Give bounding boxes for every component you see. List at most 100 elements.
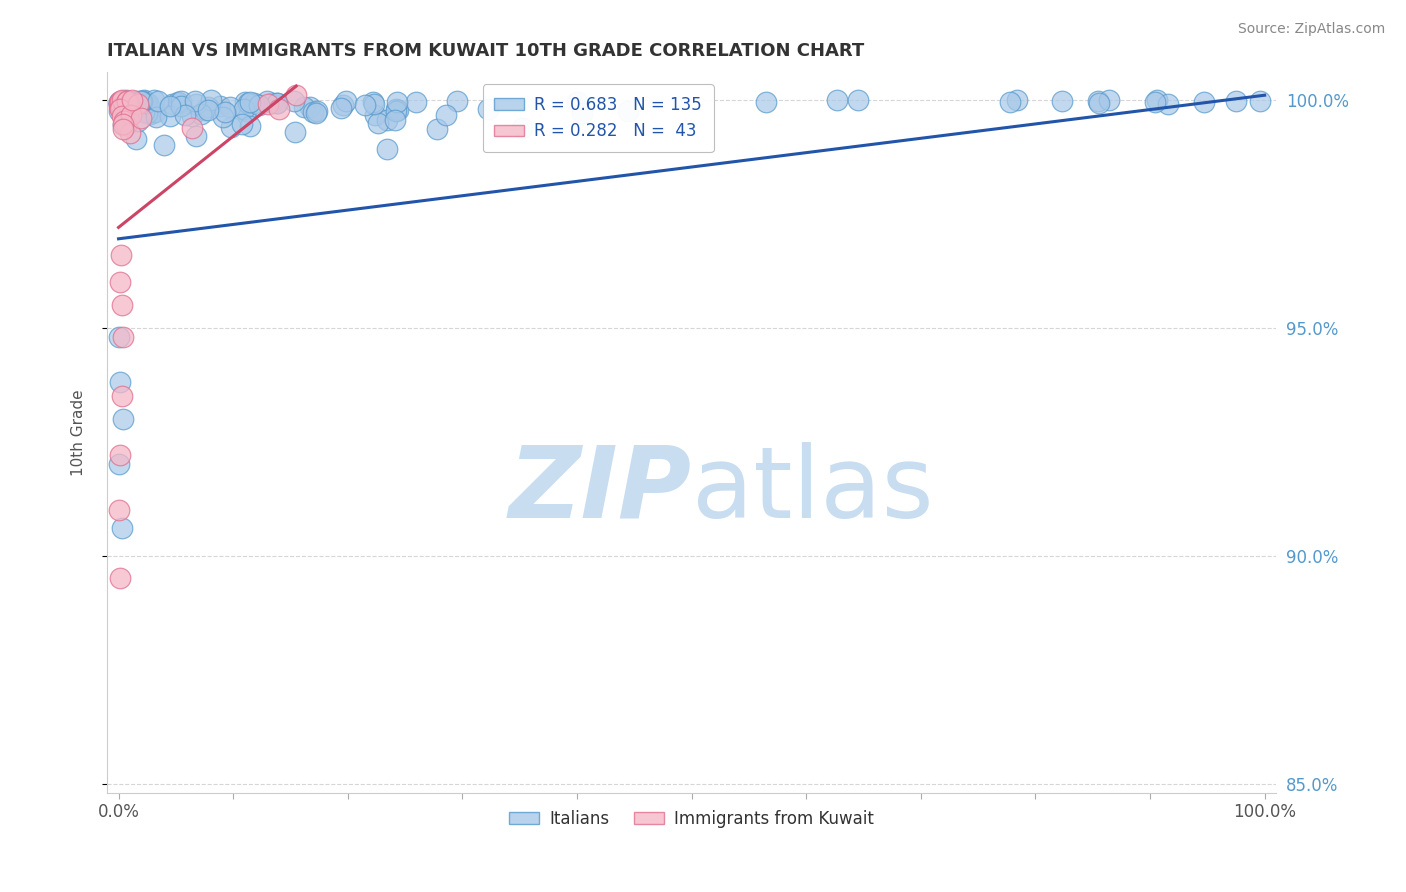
Point xyxy=(180,109,202,123)
Point xyxy=(302,105,325,120)
Point xyxy=(108,103,131,117)
Point xyxy=(108,376,131,390)
Point xyxy=(1225,94,1247,108)
Point xyxy=(110,94,132,108)
Point xyxy=(146,94,169,108)
Point xyxy=(121,93,143,107)
Point xyxy=(118,103,141,117)
Point xyxy=(108,95,131,110)
Point xyxy=(120,107,142,121)
Point xyxy=(219,120,242,134)
Text: ZIP: ZIP xyxy=(509,442,692,539)
Point xyxy=(112,412,135,426)
Point xyxy=(170,99,193,113)
Point xyxy=(134,94,156,108)
Point xyxy=(755,95,778,109)
Point xyxy=(135,95,157,110)
Point xyxy=(1143,95,1166,109)
Point xyxy=(1050,94,1073,108)
Legend: Italians, Immigrants from Kuwait: Italians, Immigrants from Kuwait xyxy=(502,804,880,835)
Point xyxy=(294,100,316,114)
Point xyxy=(846,93,869,107)
Point xyxy=(211,110,233,124)
Point xyxy=(107,95,129,110)
Point xyxy=(108,458,131,472)
Point xyxy=(142,93,165,107)
Point xyxy=(112,95,135,110)
Point xyxy=(117,95,139,110)
Point xyxy=(363,97,385,112)
Point xyxy=(108,104,131,119)
Point xyxy=(385,95,408,109)
Point xyxy=(120,100,142,114)
Point xyxy=(108,448,131,462)
Point xyxy=(510,121,533,136)
Point xyxy=(115,95,138,109)
Point xyxy=(111,330,134,344)
Point xyxy=(1157,97,1180,112)
Point xyxy=(825,93,848,107)
Point xyxy=(108,275,131,289)
Point xyxy=(117,110,139,124)
Point xyxy=(426,122,449,136)
Point xyxy=(112,100,135,114)
Point xyxy=(131,94,153,108)
Point xyxy=(1192,95,1215,109)
Point xyxy=(110,95,132,110)
Point xyxy=(107,503,129,517)
Point xyxy=(384,112,406,127)
Point xyxy=(332,98,354,112)
Point xyxy=(143,104,166,119)
Point xyxy=(266,96,288,111)
Point xyxy=(305,105,328,120)
Point xyxy=(214,105,236,120)
Point xyxy=(194,103,217,117)
Point xyxy=(1146,93,1168,107)
Point xyxy=(110,100,132,114)
Point xyxy=(111,94,134,108)
Point xyxy=(117,99,139,113)
Point xyxy=(256,95,278,109)
Point xyxy=(136,105,159,120)
Point xyxy=(132,96,155,111)
Point xyxy=(1087,94,1109,108)
Point xyxy=(247,98,270,112)
Point xyxy=(111,121,134,136)
Point xyxy=(184,96,207,111)
Point xyxy=(115,95,138,109)
Point xyxy=(363,108,385,122)
Point xyxy=(184,129,207,144)
Point xyxy=(233,95,256,109)
Point xyxy=(998,95,1021,110)
Point xyxy=(111,94,134,108)
Point xyxy=(112,97,135,112)
Point xyxy=(565,95,588,109)
Point xyxy=(231,117,253,131)
Point xyxy=(111,94,134,108)
Point xyxy=(367,116,389,130)
Point xyxy=(1005,94,1028,108)
Point xyxy=(235,103,257,118)
Point xyxy=(108,571,131,585)
Point xyxy=(617,103,640,118)
Point xyxy=(385,103,408,118)
Point xyxy=(110,248,132,262)
Point xyxy=(1098,93,1121,107)
Point xyxy=(115,94,138,108)
Point xyxy=(108,100,131,114)
Point xyxy=(128,94,150,108)
Point xyxy=(108,95,131,109)
Point xyxy=(135,95,157,110)
Point xyxy=(115,93,138,107)
Point xyxy=(190,106,212,120)
Point xyxy=(284,125,307,139)
Point xyxy=(111,298,134,312)
Point xyxy=(239,120,262,134)
Point xyxy=(117,96,139,111)
Point xyxy=(107,95,129,109)
Point xyxy=(167,95,190,110)
Point xyxy=(384,102,406,116)
Text: atlas: atlas xyxy=(692,442,934,539)
Point xyxy=(174,108,197,122)
Point xyxy=(139,106,162,120)
